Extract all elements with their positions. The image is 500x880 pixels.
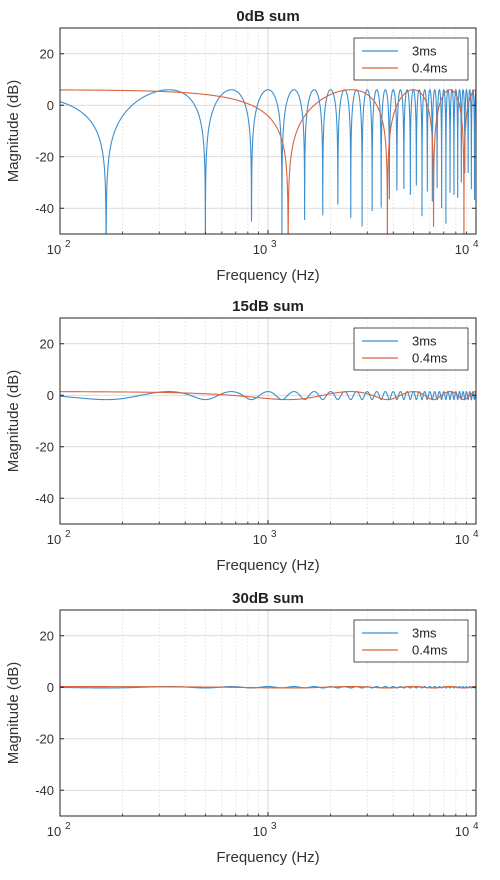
series-line-0.4ms xyxy=(60,89,476,234)
x-tick-exponent: 3 xyxy=(271,821,277,832)
x-axis-label: Frequency (Hz) xyxy=(216,557,319,574)
legend: 3ms 0.4ms xyxy=(353,37,469,81)
y-tick-label: 0 xyxy=(47,680,54,695)
y-tick-label: 20 xyxy=(40,628,54,643)
y-tick-label: -40 xyxy=(35,783,54,798)
subplot-1: 20 0 -20 -40 10 2 10 3 10 4 15dB sum Frequency (Hz)… xyxy=(5,298,479,574)
series-line-0.4ms xyxy=(60,686,476,689)
y-tick-label: 20 xyxy=(40,336,54,351)
x-tick-label: 10 xyxy=(47,824,61,839)
subplot-2: 20 0 -20 -40 10 2 10 3 10 4 30dB sum Frequency (Hz)… xyxy=(5,590,479,866)
legend-label: 3ms xyxy=(412,334,437,349)
x-tick-label: 10 xyxy=(47,242,61,257)
series-line-3ms xyxy=(60,89,476,234)
x-axis-label: Frequency (Hz) xyxy=(216,267,319,284)
subplot-0: 20 0 -20 -40 10 2 10 3 10 4 0dB sum Frequency (Hz) M… xyxy=(5,8,479,284)
x-tick-label: 10 xyxy=(253,824,267,839)
legend-label: 0.4ms xyxy=(412,61,448,76)
legend: 3ms 0.4ms xyxy=(353,619,469,663)
y-axis-label: Magnitude (dB) xyxy=(5,80,22,183)
chart-title: 15dB sum xyxy=(232,298,304,315)
x-tick-label: 10 xyxy=(455,242,469,257)
x-tick-exponent: 3 xyxy=(271,239,277,250)
series-line-3ms xyxy=(60,390,476,401)
legend-label: 3ms xyxy=(412,44,437,59)
y-tick-label: -20 xyxy=(35,149,54,164)
x-tick-exponent: 4 xyxy=(473,821,479,832)
y-tick-label: -40 xyxy=(35,491,54,506)
x-tick-label: 10 xyxy=(455,532,469,547)
x-tick-label: 10 xyxy=(253,242,267,257)
y-axis-label: Magnitude (dB) xyxy=(5,370,22,473)
legend-label: 3ms xyxy=(412,626,437,641)
y-tick-label: -20 xyxy=(35,439,54,454)
y-tick-label: 0 xyxy=(47,388,54,403)
y-tick-label: 20 xyxy=(40,46,54,61)
y-tick-label: -20 xyxy=(35,731,54,746)
legend-box xyxy=(353,37,469,81)
x-tick-exponent: 3 xyxy=(271,529,277,540)
x-tick-label: 10 xyxy=(455,824,469,839)
x-tick-exponent: 2 xyxy=(65,529,71,540)
chart-title: 30dB sum xyxy=(232,590,304,607)
legend-label: 0.4ms xyxy=(412,351,448,366)
y-axis-label: Magnitude (dB) xyxy=(5,662,22,765)
x-tick-exponent: 2 xyxy=(65,821,71,832)
x-tick-label: 10 xyxy=(47,532,61,547)
series-line-0.4ms xyxy=(60,391,476,401)
x-tick-exponent: 4 xyxy=(473,529,479,540)
legend-label: 0.4ms xyxy=(412,643,448,658)
y-tick-label: 0 xyxy=(47,98,54,113)
legend-box xyxy=(353,327,469,371)
chart-title: 0dB sum xyxy=(236,8,299,25)
x-tick-exponent: 4 xyxy=(473,239,479,250)
x-axis-label: Frequency (Hz) xyxy=(216,849,319,866)
y-tick-label: -40 xyxy=(35,201,54,216)
legend-box xyxy=(353,619,469,663)
x-tick-exponent: 2 xyxy=(65,239,71,250)
legend: 3ms 0.4ms xyxy=(353,327,469,371)
x-tick-label: 10 xyxy=(253,532,267,547)
